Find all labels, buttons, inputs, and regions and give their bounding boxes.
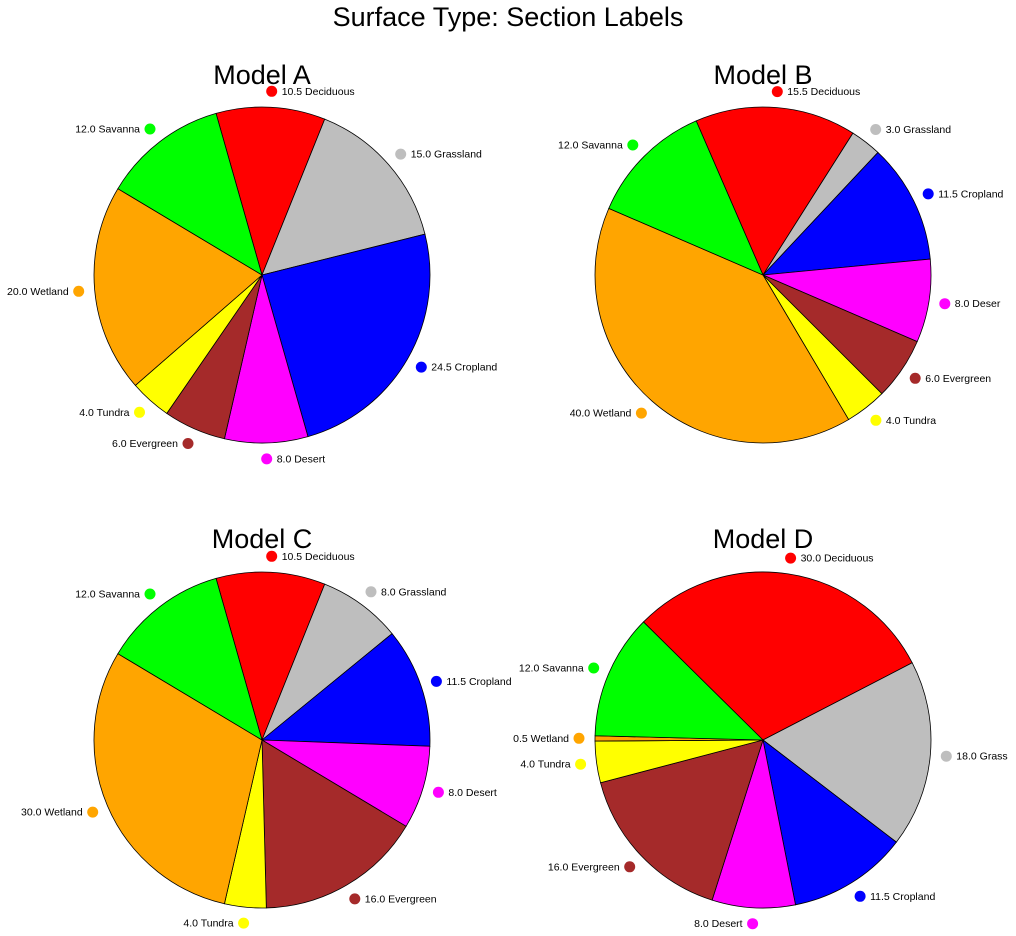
slice-marker-deciduous <box>266 550 278 562</box>
slice-marker-cropland <box>430 675 442 687</box>
slice-label-deciduous: 10.5 Deciduous <box>282 551 355 563</box>
slice-marker-evergreen <box>624 861 636 873</box>
slice-marker-wetland <box>73 285 85 297</box>
slice-marker-desert <box>261 453 273 465</box>
slice-label-cropland: 11.5 Cropland <box>870 891 935 903</box>
slice-marker-savanna <box>627 139 639 151</box>
slice-label-savanna: 12.0 Savanna <box>519 663 584 675</box>
pie-chart-model-b: Model B15.5 Deciduous 3.0 Grassland 11.5 C… <box>558 60 1004 444</box>
slice-label-wetland: 30.0 Wetland <box>21 807 83 819</box>
pie-slice-deciduous <box>215 571 326 742</box>
slice-label-deciduous: 15.5 Deciduous <box>787 86 860 98</box>
slice-marker-deser <box>939 298 951 310</box>
slice-label-wetland: 20.0 Wetland <box>7 286 69 298</box>
pie-slice-savanna <box>117 577 263 741</box>
slice-label-evergreen: 16.0 Evergreen <box>365 893 437 905</box>
slice-label-savanna: 12.0 Savanna <box>558 140 623 152</box>
slice-label-tundra: 4.0 Tundra <box>79 407 129 419</box>
slice-label-grassland: 15.0 Grassland <box>411 149 482 161</box>
slice-marker-tundra <box>870 414 882 426</box>
pie-slice-grass <box>762 662 932 843</box>
slice-label-cropland: 11.5 Cropland <box>938 188 1003 200</box>
pie-slice-savanna <box>608 120 764 276</box>
slice-label-wetland: 0.5 Wetland <box>513 733 569 745</box>
pie-slice-cropland <box>260 633 431 747</box>
slice-marker-deciduous <box>785 552 797 564</box>
slice-label-deser: 8.0 Deser <box>955 298 1001 310</box>
slice-label-deciduous: 30.0 Deciduous <box>801 553 874 565</box>
slice-label-evergreen: 6.0 Evergreen <box>112 438 178 450</box>
slice-label-desert: 8.0 Desert <box>448 787 497 799</box>
slice-marker-grassland <box>365 586 377 598</box>
slice-label-grassland: 8.0 Grassland <box>381 586 447 598</box>
slice-label-tundra: 4.0 Tundra <box>886 415 936 427</box>
pie-slice-deciduous <box>642 571 913 741</box>
slice-marker-wetland <box>573 732 585 744</box>
pie-slice-wetland <box>594 207 850 444</box>
pie-slice-evergreen <box>600 739 764 901</box>
pie-slice-wetland <box>93 653 263 905</box>
slice-marker-grassland <box>395 148 407 160</box>
slice-label-grass: 18.0 Grass <box>956 751 1007 763</box>
slice-marker-deciduous <box>771 86 783 98</box>
slice-marker-savanna <box>144 588 156 600</box>
slice-label-evergreen: 6.0 Evergreen <box>925 373 991 385</box>
slice-marker-savanna <box>588 662 600 674</box>
page-title: Surface Type: Section Labels <box>332 2 684 32</box>
pie-slice-deciduous <box>695 106 854 276</box>
slice-label-desert: 8.0 Desert <box>277 453 326 465</box>
slice-label-savanna: 12.0 Savanna <box>75 589 140 601</box>
slice-label-grassland: 3.0 Grassland <box>886 124 952 136</box>
pie-slice-cropland <box>261 233 431 438</box>
pie-slice-deciduous <box>215 106 326 277</box>
slice-marker-grass <box>940 750 952 762</box>
slice-marker-desert <box>432 786 444 798</box>
slice-label-desert: 8.0 Desert <box>694 918 743 930</box>
slice-label-evergreen: 16.0 Evergreen <box>548 861 620 873</box>
slice-marker-evergreen <box>909 372 921 384</box>
pie-slice-cropland <box>761 151 931 276</box>
slice-marker-tundra <box>238 917 250 929</box>
slice-marker-deciduous <box>266 85 278 97</box>
slice-marker-tundra <box>134 406 145 418</box>
pie-chart-model-d: Model D30.0 Deciduous 18.0 Grass 11.5 Crop… <box>513 524 1008 930</box>
pie-slice-cropland <box>762 739 897 906</box>
slice-label-cropland: 11.5 Cropland <box>446 676 511 688</box>
slice-marker-evergreen <box>349 893 361 905</box>
chart-title: Model B <box>713 60 812 90</box>
slice-label-savanna: 12.0 Savanna <box>75 124 140 136</box>
slice-marker-desert <box>747 918 759 930</box>
pie-chart-model-c: Model C10.5 Deciduous 8.0 Grassland 11.5 C… <box>21 524 512 930</box>
slice-marker-cropland <box>922 188 934 200</box>
slice-marker-grassland <box>870 124 882 135</box>
slice-marker-cropland <box>415 361 427 373</box>
pie-slice-grassland <box>261 118 426 276</box>
slice-label-cropland: 24.5 Cropland <box>431 362 497 374</box>
slice-marker-wetland <box>635 407 647 419</box>
chart-title: Model D <box>713 524 814 554</box>
pie-slice-evergreen <box>261 739 407 909</box>
chart-title: Model C <box>212 524 313 554</box>
pie-slice-savanna <box>117 112 263 276</box>
slice-marker-tundra <box>575 758 587 770</box>
slice-marker-wetland <box>87 806 99 818</box>
slice-label-wetland: 40.0 Wetland <box>570 408 632 420</box>
slice-marker-evergreen <box>182 438 194 449</box>
chart-title: Model A <box>213 60 311 90</box>
slice-label-deciduous: 10.5 Deciduous <box>282 86 355 98</box>
slice-marker-savanna <box>144 123 156 135</box>
pie-slice-savanna <box>594 621 764 741</box>
slice-marker-cropland <box>854 890 866 902</box>
pie-slice-wetland <box>93 188 263 386</box>
slice-label-tundra: 4.0 Tundra <box>183 918 233 930</box>
pie-chart-model-a: Model A10.5 Deciduous 15.0 Grassland 24.5 … <box>7 60 497 465</box>
slice-label-tundra: 4.0 Tundra <box>520 759 570 771</box>
